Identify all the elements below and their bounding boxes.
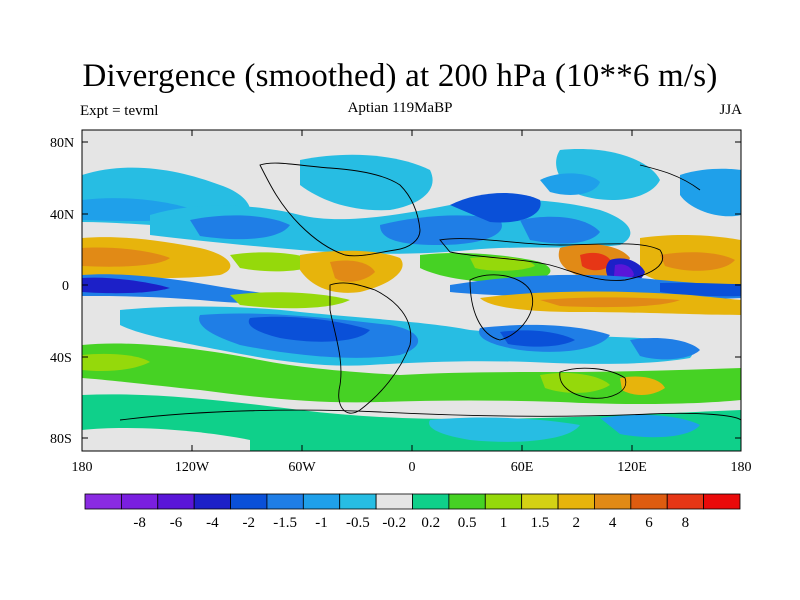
colorbar-swatch: [302, 493, 341, 510]
colorbar-label: 4: [609, 515, 617, 531]
colorbar-label: -0.5: [346, 515, 370, 531]
colorbar-swatch: [339, 493, 377, 510]
colorbar-label: -8: [133, 515, 146, 531]
colorbar-swatch: [666, 493, 705, 510]
latitude-axis: 80N 40N 0 40S 80S: [50, 136, 741, 447]
colorbar-label: -4: [206, 515, 219, 531]
colorbar-swatch: [266, 493, 304, 510]
plot-title: Divergence (smoothed) at 200 hPa (10**6 …: [82, 58, 718, 94]
experiment-label: Expt = tevml: [80, 103, 159, 119]
divergence-field: [82, 130, 741, 451]
colorbar-label: 0.5: [458, 515, 477, 531]
lat-tick-40s: 40S: [50, 351, 72, 366]
lat-tick-0: 0: [62, 279, 69, 294]
colorbar-swatch: [630, 493, 668, 510]
colorbar-swatch: [157, 493, 195, 510]
lon-tick-180-right: 180: [731, 460, 752, 475]
continent-outlines: [119, 162, 741, 421]
lat-tick-40n: 40N: [50, 208, 74, 223]
lon-tick-120e: 120E: [617, 460, 647, 475]
colorbar-swatch: [448, 493, 486, 510]
colorbar-label: -1: [315, 515, 328, 531]
colorbar-label: 2: [573, 515, 581, 531]
colorbar-swatch: [84, 493, 122, 510]
lon-tick-0: 0: [409, 460, 416, 475]
colorbar-swatch: [557, 493, 595, 510]
lon-tick-120w: 120W: [175, 460, 210, 475]
colorbar-label: -0.2: [382, 515, 406, 531]
colorbar-label: 0.2: [421, 515, 440, 531]
colorbar-label: -6: [170, 515, 183, 531]
colorbar-swatch: [375, 493, 413, 510]
colorbar-label: 1.5: [530, 515, 549, 531]
colorbar-label: 6: [645, 515, 653, 531]
colorbar-label: 8: [682, 515, 690, 531]
colorbar-swatch: [412, 493, 450, 510]
longitude-axis: 180 120W 60W 0 60E 120E 180: [72, 130, 752, 475]
lon-tick-60e: 60E: [511, 460, 534, 475]
colorbar: -8 -6 -4 -2 -1.5 -1 -0.5 -0.2 0.2 0.5 1 1.5 2 4 6 8: [84, 493, 741, 531]
colorbar-label: -1.5: [273, 515, 297, 531]
lat-tick-80s: 80S: [50, 432, 72, 447]
lat-tick-80n: 80N: [50, 136, 74, 151]
colorbar-swatch: [594, 493, 632, 510]
colorbar-swatch: [521, 493, 559, 510]
colorbar-label: -2: [243, 515, 256, 531]
colorbar-label: 1: [500, 515, 508, 531]
lon-tick-60w: 60W: [288, 460, 316, 475]
period-label: Aptian 119MaBP: [347, 100, 453, 116]
colorbar-swatch: [230, 493, 268, 510]
colorbar-swatch: [193, 493, 231, 510]
lon-tick-180-left: 180: [72, 460, 93, 475]
colorbar-swatch: [120, 493, 159, 510]
colorbar-swatch: [703, 493, 741, 510]
season-label: JJA: [719, 102, 742, 118]
colorbar-swatch: [484, 493, 523, 510]
